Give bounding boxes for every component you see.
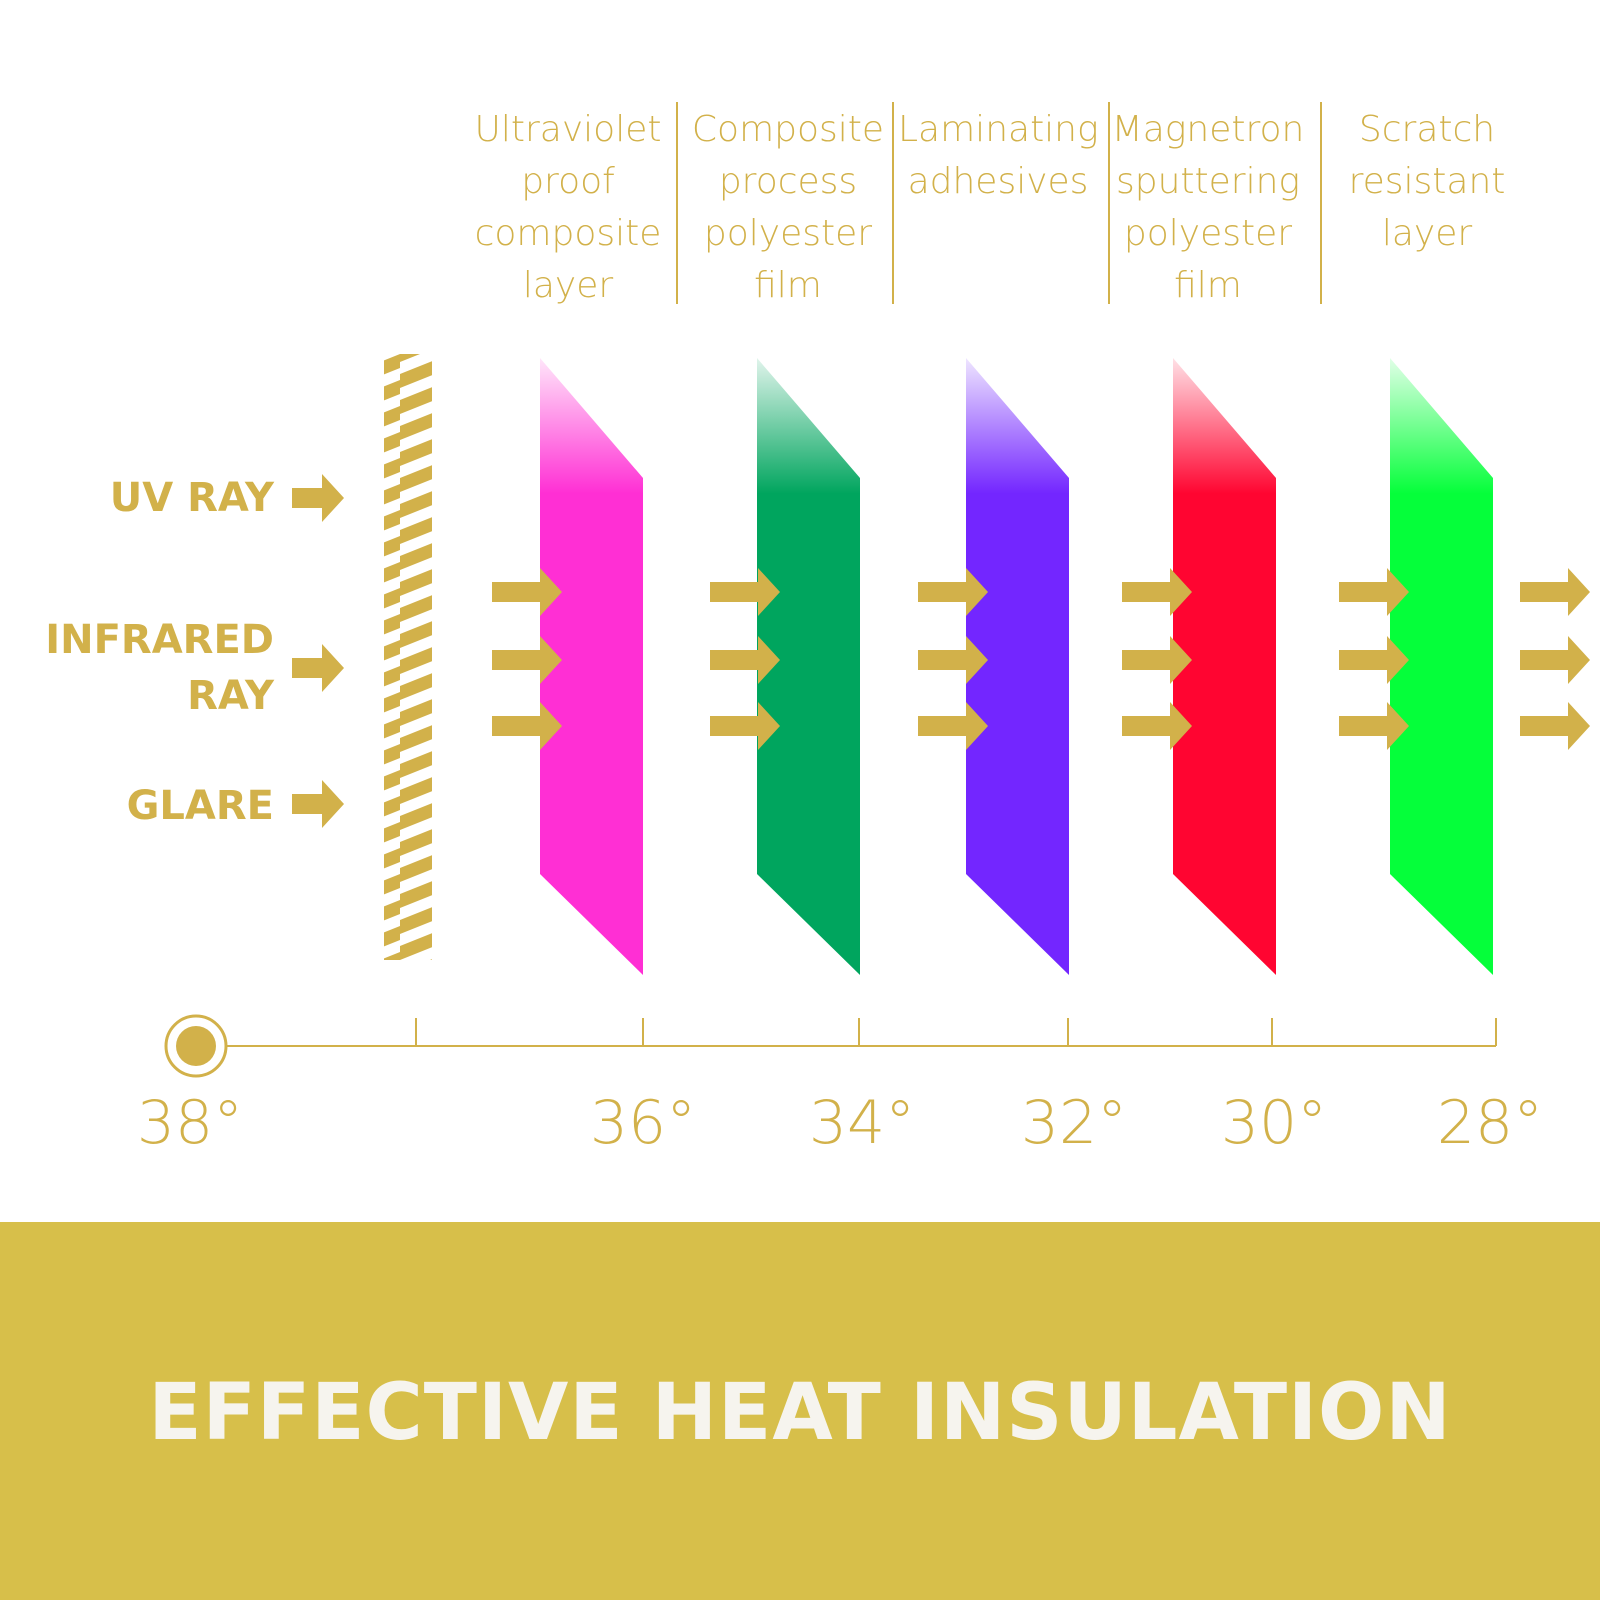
pass-arrow-4-2 (1122, 636, 1192, 684)
temperature-label-5: 30° (1220, 1088, 1328, 1158)
pass-arrow-5-3 (1339, 702, 1409, 750)
film-layer-2 (757, 358, 860, 975)
glass-pane (384, 354, 432, 960)
film-layer-3 (966, 358, 1069, 975)
pass-arrow-1-3 (492, 702, 562, 750)
temperature-label-6: 28° (1436, 1088, 1544, 1158)
banner: EFFECTIVE HEAT INSULATION (0, 1222, 1600, 1600)
temperature-axis (164, 1014, 1497, 1078)
film-layer-5 (1390, 358, 1493, 975)
ray-label-3: GLARE (126, 783, 274, 829)
pass-arrow-3-3 (918, 702, 988, 750)
film-layers (540, 358, 1493, 975)
pass-arrow-3-1 (918, 568, 988, 616)
pass-arrow-1-1 (492, 568, 562, 616)
pass-arrow-2-2 (710, 636, 780, 684)
pass-arrow-4-3 (1122, 702, 1192, 750)
pass-arrow-6-1 (1520, 568, 1590, 616)
ray-arrow-1 (292, 474, 344, 522)
pass-arrow-3-2 (918, 636, 988, 684)
pass-arrow-5-1 (1339, 568, 1409, 616)
axis-start-dot (176, 1026, 216, 1066)
window-glass (384, 354, 432, 960)
pass-arrow-2-1 (710, 568, 780, 616)
layer-label-2: Composite process polyester film (691, 109, 885, 306)
pass-arrow-5-2 (1339, 636, 1409, 684)
layer-label-4: Magnetron sputtering polyester film (1111, 109, 1305, 306)
film-layer-4 (1173, 358, 1276, 975)
transmitted-ray-arrows (492, 568, 1590, 750)
pass-arrow-2-3 (710, 702, 780, 750)
layer-label-1: Ultraviolet proof composite layer (474, 109, 662, 306)
temperature-label-1: 38° (136, 1088, 244, 1158)
ray-label-1: UV RAY (109, 475, 274, 521)
incoming-ray-arrows (292, 474, 344, 828)
pass-arrow-6-3 (1520, 702, 1590, 750)
temperature-label-3: 34° (808, 1088, 916, 1158)
pass-arrow-6-2 (1520, 636, 1590, 684)
layer-label-5: Scratch resistant layer (1348, 109, 1506, 254)
temperature-label-2: 36° (589, 1088, 697, 1158)
film-layer-1 (540, 358, 643, 975)
ray-arrow-2 (292, 644, 344, 692)
temperature-label-4: 32° (1020, 1088, 1128, 1158)
pass-arrow-4-1 (1122, 568, 1192, 616)
header-dividers (676, 102, 1322, 304)
layer-label-3: Laminating adhesives (898, 109, 1099, 202)
pass-arrow-1-2 (492, 636, 562, 684)
ray-arrow-3 (292, 780, 344, 828)
banner-title: EFFECTIVE HEAT INSULATION (148, 1368, 1452, 1458)
ray-label-2: INFRARED RAY (45, 617, 274, 719)
